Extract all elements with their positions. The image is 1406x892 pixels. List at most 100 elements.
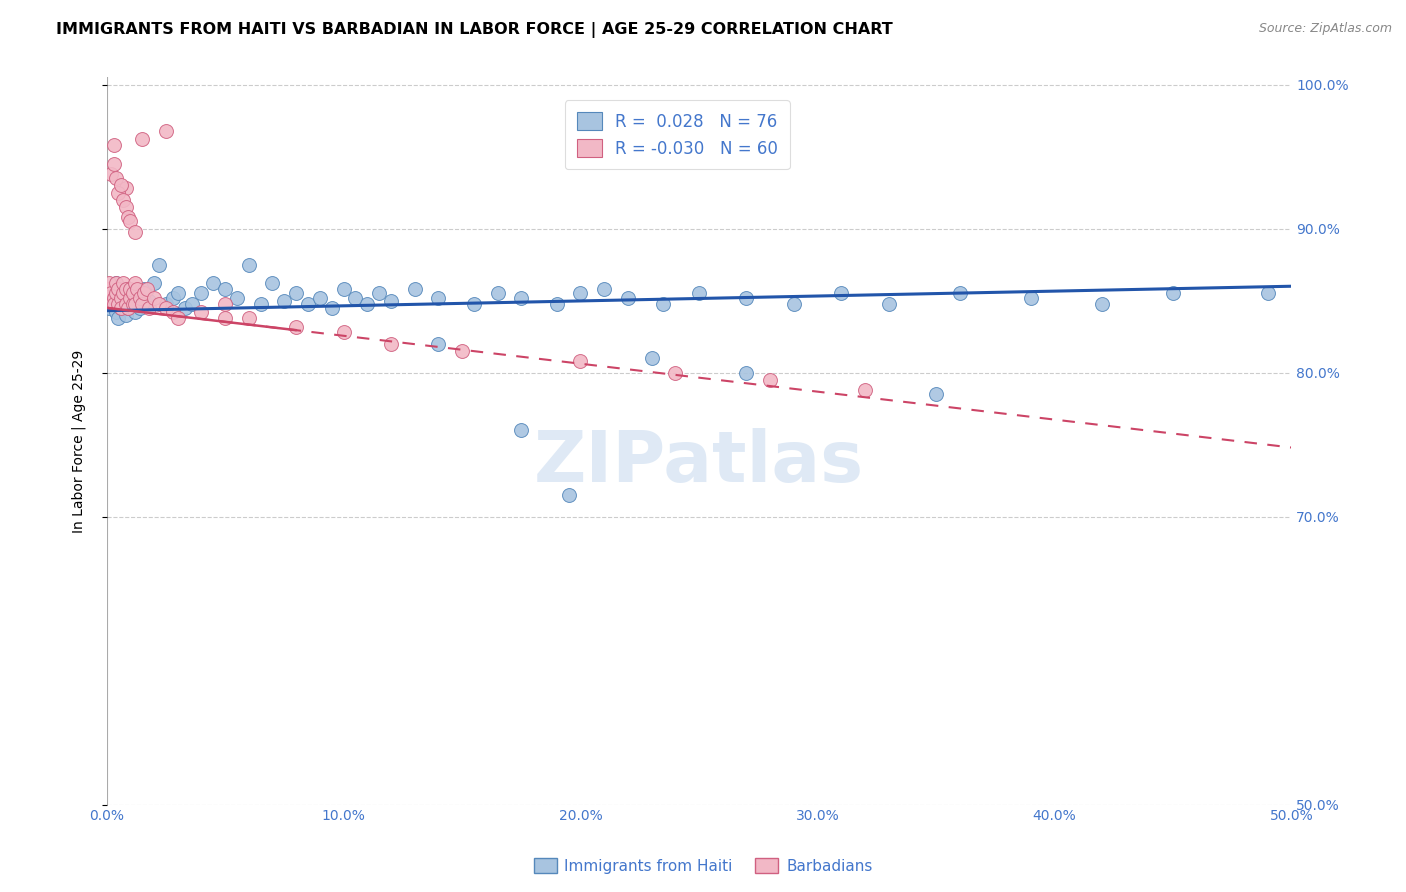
Point (332, 326, 354, 340)
Text: Source: ZipAtlas.com: Source: ZipAtlas.com (1258, 22, 1392, 36)
Point (486, 286, 509, 301)
Point (1257, 286, 1279, 301)
Point (510, 291, 533, 305)
Point (121, 296, 143, 310)
Point (148, 258, 170, 272)
Point (107, 310, 129, 325)
Point (121, 286, 143, 301)
Point (1091, 296, 1114, 310)
Point (127, 291, 149, 305)
Point (120, 286, 142, 301)
Point (120, 293, 142, 308)
Point (100, 286, 122, 301)
Point (105, 171, 128, 186)
Point (285, 319, 308, 334)
Point (110, 291, 132, 305)
Point (97, 282, 120, 296)
Point (332, 282, 354, 296)
Point (925, 387, 948, 401)
Point (103, 138, 125, 153)
Point (103, 296, 125, 310)
Point (100, 293, 122, 308)
Point (131, 286, 153, 301)
Point (214, 296, 236, 310)
Point (427, 291, 450, 305)
Point (569, 354, 592, 368)
Point (120, 282, 142, 296)
Point (166, 310, 188, 325)
Point (510, 423, 533, 437)
Point (368, 286, 391, 301)
Point (112, 296, 135, 310)
Point (356, 296, 378, 310)
Point (117, 301, 139, 315)
Point (112, 277, 135, 291)
Point (128, 291, 150, 305)
Point (110, 291, 132, 305)
Point (173, 301, 195, 315)
Point (124, 305, 146, 319)
Point (103, 282, 125, 296)
Point (190, 305, 212, 319)
Point (131, 132, 153, 146)
Point (273, 293, 295, 308)
Point (143, 277, 166, 291)
Point (148, 296, 170, 310)
Point (143, 291, 166, 305)
Point (735, 291, 758, 305)
Point (110, 178, 132, 193)
Point (97, 277, 120, 291)
Point (100, 167, 122, 181)
Point (124, 277, 146, 291)
Point (344, 291, 367, 305)
Point (297, 296, 319, 310)
Point (155, 124, 177, 138)
Point (162, 305, 184, 319)
Point (238, 258, 260, 272)
Point (190, 286, 212, 301)
Point (877, 296, 900, 310)
Point (135, 282, 157, 296)
Point (100, 286, 122, 301)
Point (105, 277, 128, 291)
Point (617, 291, 640, 305)
Point (112, 193, 135, 207)
Point (759, 373, 782, 387)
Point (238, 310, 260, 325)
Point (1019, 291, 1042, 305)
Point (404, 282, 426, 296)
Point (1161, 286, 1184, 301)
Point (112, 286, 135, 301)
Point (546, 296, 568, 310)
Point (134, 286, 156, 301)
Point (97, 301, 120, 315)
Point (120, 214, 142, 228)
Point (180, 296, 202, 310)
Point (107, 282, 129, 296)
Point (120, 291, 142, 305)
Point (114, 296, 136, 310)
Point (949, 286, 972, 301)
Point (262, 277, 284, 291)
Point (162, 291, 184, 305)
Point (593, 282, 616, 296)
Point (225, 291, 247, 305)
Point (830, 286, 852, 301)
Point (114, 282, 136, 296)
Point (427, 336, 450, 351)
Point (155, 301, 177, 315)
Point (105, 286, 128, 301)
Point (105, 277, 128, 291)
Point (107, 296, 129, 310)
Point (853, 383, 876, 397)
Point (202, 277, 225, 291)
Text: IMMIGRANTS FROM HAITI VS BARBADIAN IN LABOR FORCE | AGE 25-29 CORRELATION CHART: IMMIGRANTS FROM HAITI VS BARBADIAN IN LA… (56, 22, 893, 38)
Point (138, 301, 160, 315)
Point (463, 296, 485, 310)
Point (285, 286, 308, 301)
Point (138, 293, 160, 308)
Legend: R =  0.028   N = 76, R = -0.030   N = 60: R = 0.028 N = 76, R = -0.030 N = 60 (565, 100, 790, 169)
Point (380, 293, 402, 308)
Point (321, 301, 343, 315)
Point (214, 282, 236, 296)
